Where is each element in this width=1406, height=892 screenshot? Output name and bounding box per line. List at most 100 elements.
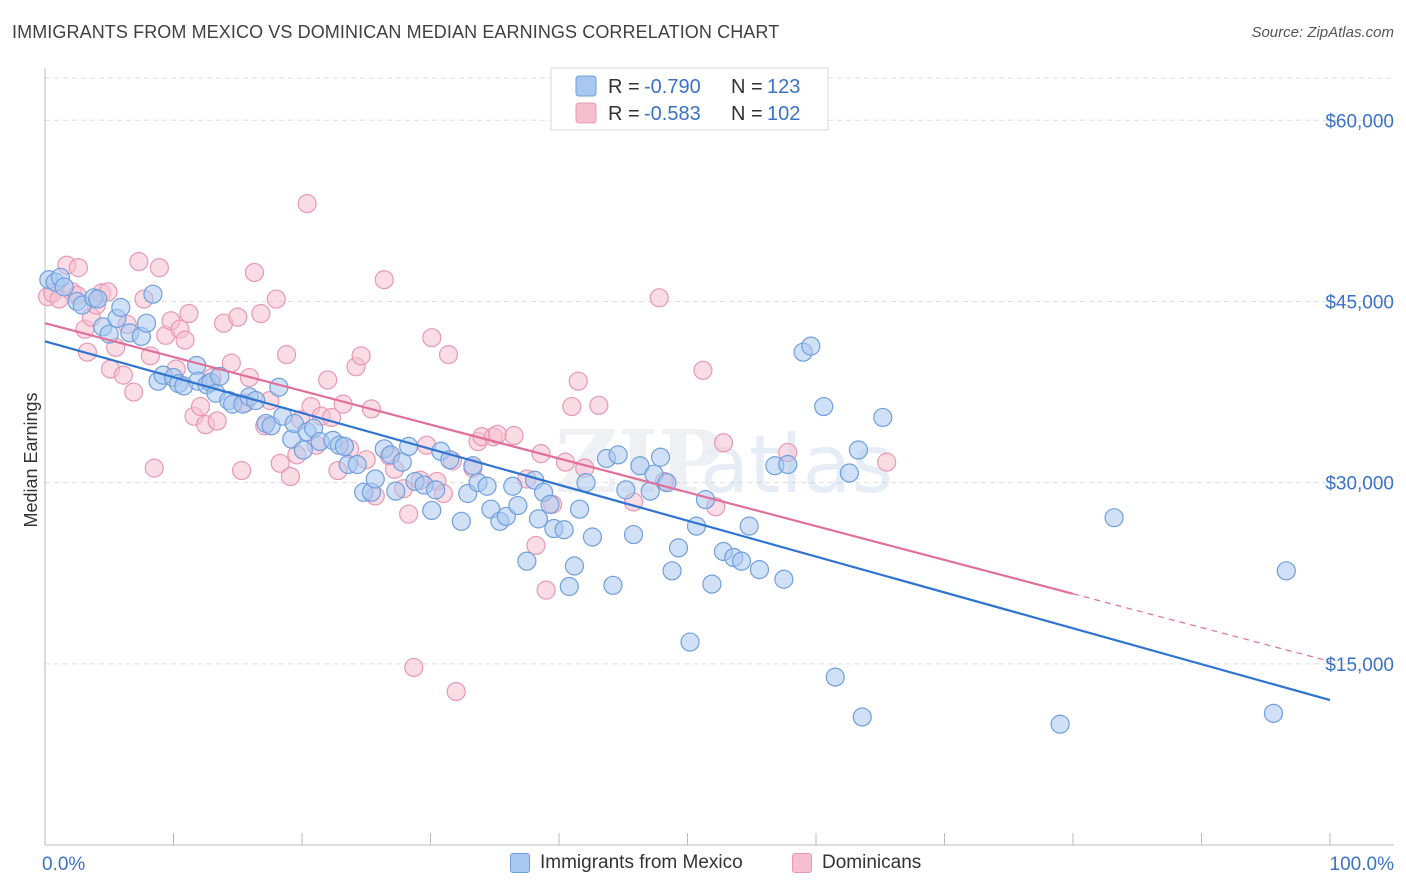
dominicans-point	[232, 460, 252, 481]
dominicans-trend-line	[44, 322, 1074, 595]
mexico-point	[702, 574, 722, 594]
mexico-point	[662, 561, 682, 581]
legend-label-mexico: Immigrants from Mexico	[540, 852, 743, 873]
mexico-point	[554, 520, 574, 540]
mexico-point	[848, 440, 869, 460]
legend-item-mexico[interactable]: Immigrants from Mexico	[510, 852, 743, 874]
dominicans-point	[526, 535, 546, 556]
mexico-point	[569, 499, 590, 519]
dominicans-point	[129, 251, 149, 272]
mexico-point	[426, 480, 446, 500]
mexico-point	[528, 509, 549, 529]
mexico-point	[582, 527, 603, 547]
stats-legend-n-label-blue: N =	[731, 76, 763, 98]
trend-lines	[44, 322, 1331, 702]
mexico-point	[778, 454, 798, 475]
y-tick-label: $60,000	[1325, 111, 1394, 132]
mexico-point	[749, 560, 770, 580]
legend-swatch-mexico	[510, 853, 530, 873]
mexico-point	[564, 556, 585, 576]
mexico-point	[386, 481, 406, 501]
mexico-points	[39, 267, 1296, 734]
dominicans-point	[713, 433, 734, 453]
dominicans-point	[124, 382, 144, 402]
dominicans-point	[589, 395, 609, 415]
dominicans-point	[244, 262, 265, 283]
x-tick-label-max: 100.0%	[1330, 854, 1395, 875]
dominicans-point	[568, 371, 588, 391]
stats-legend-n-label-pink: N =	[731, 103, 763, 125]
dominicans-point	[351, 346, 371, 366]
stats-legend-r-value-blue: -0.790	[644, 76, 701, 98]
mexico-point	[334, 436, 355, 457]
mexico-point	[143, 284, 163, 304]
chart-source: Source: ZipAtlas.com	[1251, 24, 1394, 41]
mexico-point	[801, 336, 821, 356]
dominicans-point	[399, 504, 419, 524]
mexico-point	[508, 495, 528, 516]
dominicans-point	[404, 657, 424, 678]
dominicans-point	[280, 466, 301, 487]
dominicans-point	[877, 452, 897, 472]
dominicans-point	[693, 360, 713, 380]
mexico-point	[774, 569, 794, 589]
dominicans-point	[207, 411, 227, 431]
y-tick-labels: $15,000 $30,000 $45,000 $60,000	[1325, 111, 1394, 676]
mexico-point	[1104, 508, 1124, 528]
mexico-point	[517, 551, 537, 571]
y-axis-label: Median Earnings	[21, 392, 41, 527]
stats-legend-n-value-blue: 123	[767, 76, 800, 98]
dominicans-point	[562, 396, 582, 417]
dominicans-point	[422, 328, 442, 348]
mexico-point	[88, 289, 108, 309]
dominicans-point	[649, 288, 669, 308]
mexico-point	[680, 632, 700, 652]
watermark: ZIP atlas	[555, 412, 893, 513]
dominicans-point	[228, 307, 248, 327]
dominicans-point	[504, 425, 524, 446]
x-ticks	[173, 833, 1331, 845]
stats-legend-box	[550, 67, 829, 131]
chart-title: IMMIGRANTS FROM MEXICO VS DOMINICAN MEDI…	[12, 22, 780, 42]
dominicans-point	[270, 453, 290, 473]
mexico-point	[616, 480, 636, 500]
dominicans-point	[68, 258, 89, 278]
stats-legend-n-value-pink: 102	[767, 103, 800, 125]
stats-legend-swatch-pink	[575, 102, 597, 124]
mexico-point	[668, 538, 689, 558]
mexico-point	[451, 511, 471, 531]
mexico-point	[576, 473, 596, 493]
mexico-point	[422, 500, 442, 521]
mexico-point	[1050, 714, 1070, 734]
y-tick-label: $15,000	[1325, 655, 1394, 676]
mexico-point	[503, 476, 523, 496]
dominicans-point	[113, 365, 133, 385]
bottom-legend: Immigrants from Mexico Dominicans	[0, 852, 1406, 878]
mexico-point	[814, 396, 834, 417]
mexico-point	[365, 469, 385, 489]
stats-legend-r-value-pink: -0.583	[644, 103, 701, 125]
legend-item-dominicans[interactable]: Dominicans	[792, 852, 921, 874]
mexico-point	[686, 516, 707, 536]
dominicans-point	[144, 458, 164, 478]
dominicans-point	[149, 258, 169, 278]
dominicans-trend-extension	[1072, 593, 1331, 662]
legend-label-dominicans: Dominicans	[822, 852, 922, 873]
mexico-point	[540, 494, 560, 514]
mexico-point	[650, 447, 671, 467]
dominicans-point	[251, 303, 271, 324]
dominicans-point	[297, 194, 317, 214]
mexico-point	[603, 575, 623, 595]
dominicans-point	[266, 289, 286, 309]
dominicans-point	[175, 330, 195, 350]
mexico-point	[1263, 703, 1284, 723]
legend-swatch-dominicans	[792, 853, 812, 873]
stats-legend-r-label-pink: R =	[608, 103, 640, 125]
stats-legend: R = -0.790 N = 123 R = -0.583 N = 102	[550, 67, 829, 131]
mexico-point	[852, 707, 872, 727]
dominicans-point	[179, 303, 199, 324]
mexico-point	[873, 407, 893, 428]
mexico-point	[136, 313, 157, 333]
mexico-point	[825, 667, 845, 687]
